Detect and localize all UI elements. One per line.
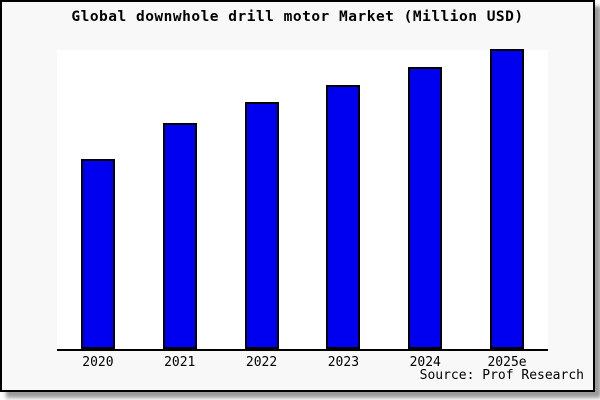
x-tick-label-2023: 2023 [327,355,360,370]
bar-2020 [80,159,115,349]
bar-2025e [490,49,525,349]
bar-2022 [244,102,279,349]
bar-2024 [408,67,443,349]
x-tick-label-2022: 2022 [245,355,278,370]
bar-2021 [162,123,197,349]
bars-container [57,49,548,349]
source-attribution: Source: Prof Research [419,368,584,383]
x-tick-label-2020: 2020 [82,355,114,370]
x-tick-label-2025e: 2025e [487,355,527,370]
x-tick-label-2024: 2024 [409,355,441,370]
chart-title: Global downwhole drill motor Market (Mil… [71,9,524,25]
bar-2023 [326,85,361,349]
chart-card: Global downwhole drill motor Market (Mil… [0,0,595,392]
plot-area [57,49,548,351]
x-axis-labels: 2020 2021 2022 2023 2024 2025e [57,355,548,370]
x-tick-label-2021: 2021 [164,355,196,370]
